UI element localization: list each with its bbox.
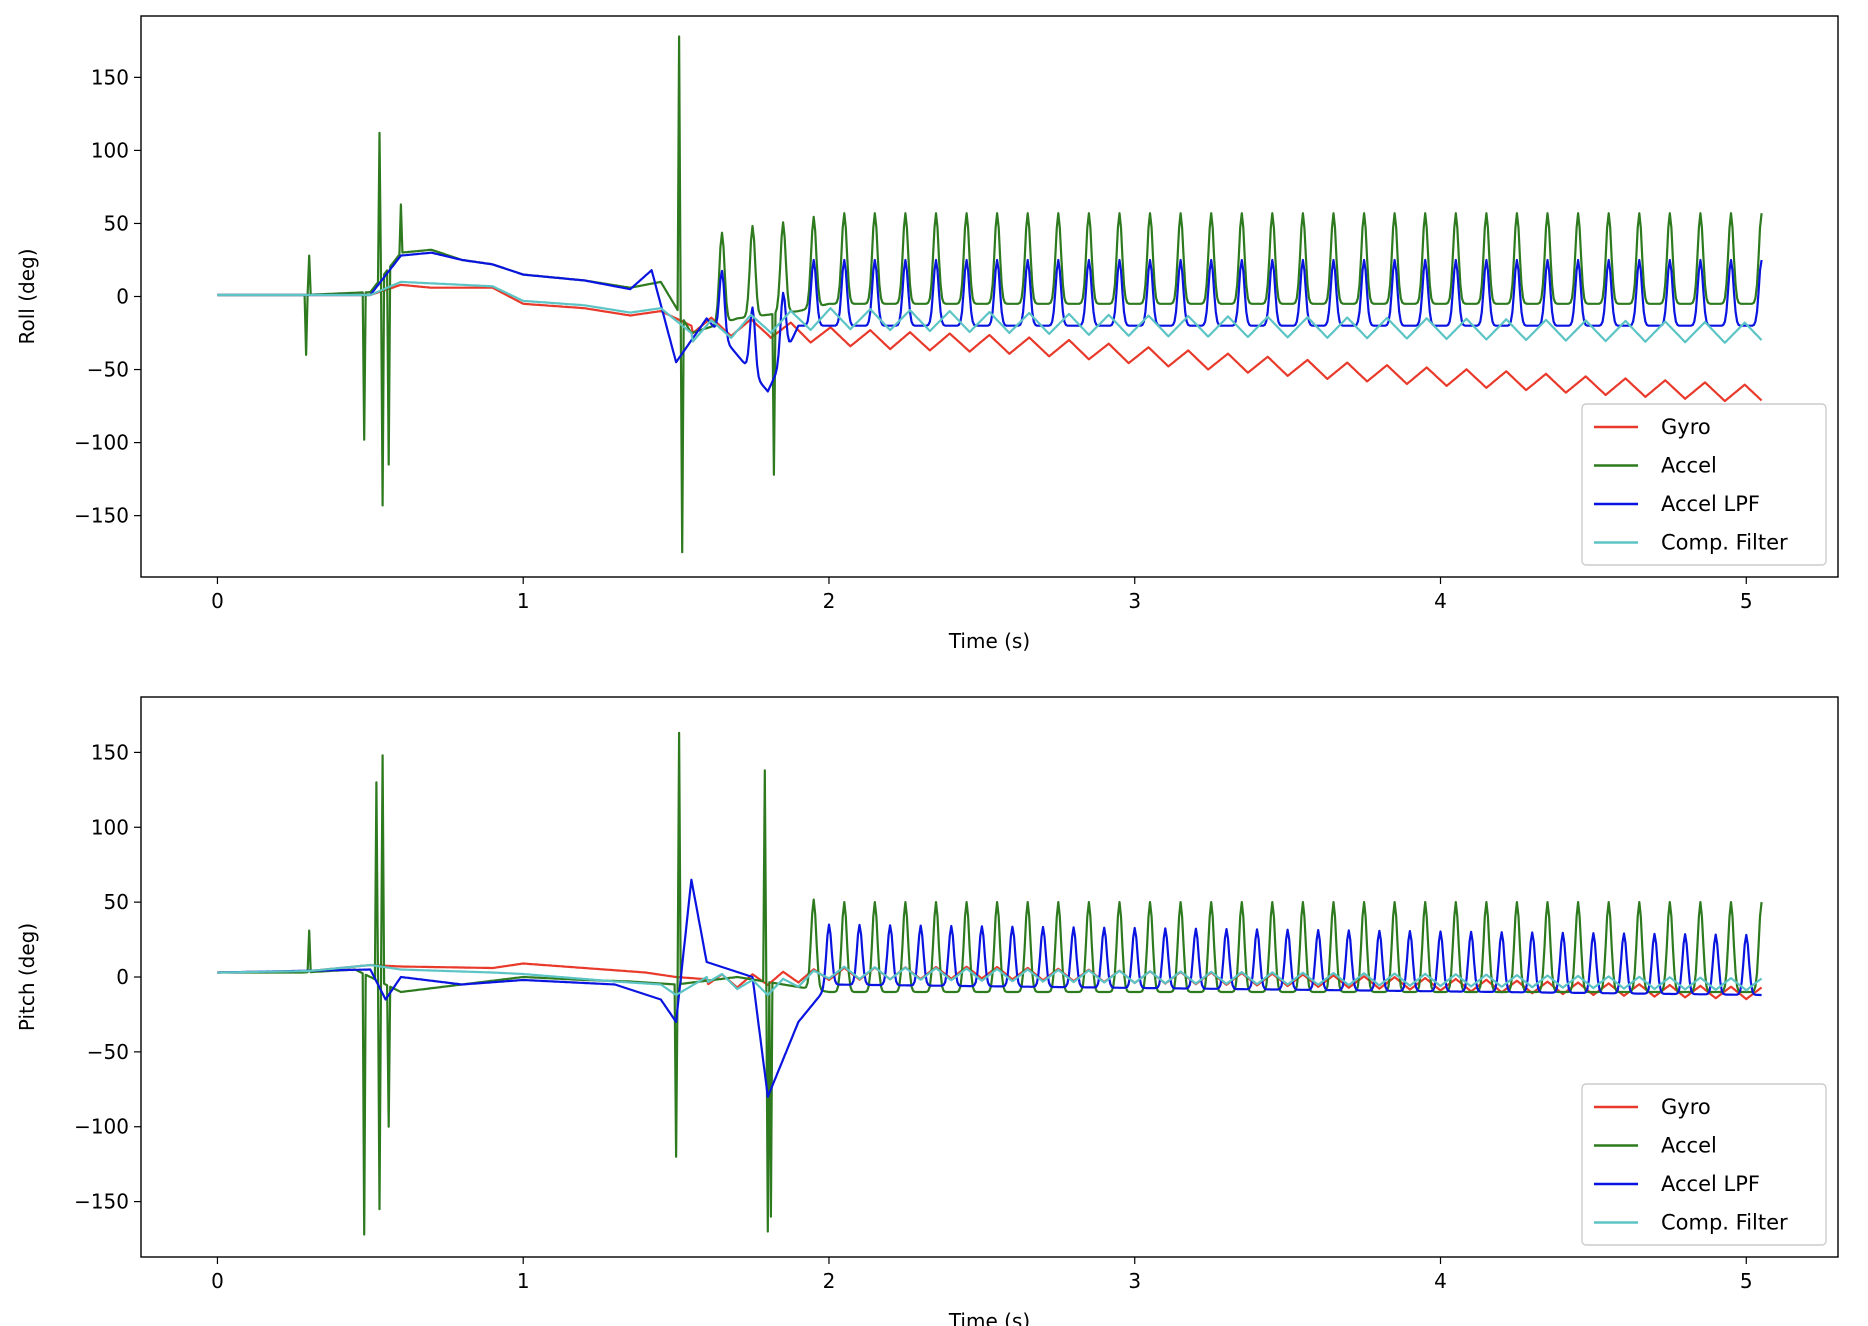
series-line-comp-filter: [217, 963, 1763, 997]
x-tick-label: 0: [211, 589, 224, 613]
x-tick-label: 3: [1128, 1269, 1141, 1293]
y-tick-label: 0: [116, 285, 129, 309]
legend: Gyro Accel Accel LPF Comp. Filter: [1581, 403, 1827, 566]
legend-label: Gyro: [1661, 1095, 1711, 1119]
series-line-accel: [217, 35, 1763, 554]
y-tick-label: 50: [104, 890, 129, 914]
legend-label: Accel LPF: [1661, 1172, 1760, 1196]
y-tick-label: 50: [104, 211, 129, 235]
x-axis-label: Time (s): [948, 629, 1030, 653]
series-lines: [217, 35, 1763, 554]
y-tick-label: 100: [91, 138, 129, 162]
legend: Gyro Accel Accel LPF Comp. Filter: [1581, 1083, 1827, 1246]
plot-panel-1: 0 1 2 3 4 5 −150 −100 −50 0 50 100 150 Time (s) Roll (…: [15, 15, 1839, 653]
y-axis-label: Roll (deg): [15, 248, 39, 344]
legend-box: [1581, 1083, 1827, 1246]
x-tick-label: 2: [823, 1269, 836, 1293]
legend-box: [1581, 403, 1827, 566]
y-tick-label: 100: [91, 815, 129, 839]
y-tick-label: 150: [91, 740, 129, 764]
y-tick-label: −100: [74, 431, 129, 455]
y-axis-label: Pitch (deg): [15, 923, 39, 1031]
y-tick-label: 0: [116, 965, 129, 989]
x-tick-label: 5: [1740, 1269, 1753, 1293]
series-line-gyro: [217, 962, 1763, 1001]
y-tick-label: −150: [74, 1190, 129, 1214]
series-line-accel-lpf: [217, 251, 1763, 393]
x-tick-label: 3: [1128, 589, 1141, 613]
series-line-comp-filter: [217, 280, 1763, 344]
legend-label: Comp. Filter: [1661, 1211, 1788, 1235]
y-tick-label: 150: [91, 65, 129, 89]
x-tick-label: 4: [1434, 1269, 1447, 1293]
x-tick-label: 5: [1740, 589, 1753, 613]
y-tick-label: −100: [74, 1115, 129, 1139]
series-line-gyro: [217, 283, 1763, 403]
legend-label: Accel: [1661, 1134, 1717, 1158]
y-tick-label: −50: [87, 1040, 129, 1064]
y-tick-label: −150: [74, 504, 129, 528]
x-tick-label: 2: [823, 589, 836, 613]
plot-panel-2: 0 1 2 3 4 5 −150 −100 −50 0 50 100 150 Time (s) Pitch …: [15, 696, 1839, 1326]
legend-label: Gyro: [1661, 415, 1711, 439]
x-tick-label: 4: [1434, 589, 1447, 613]
legend-label: Accel LPF: [1661, 492, 1760, 516]
legend-label: Comp. Filter: [1661, 531, 1788, 555]
x-tick-label: 1: [517, 589, 530, 613]
x-axis-label: Time (s): [948, 1309, 1030, 1326]
x-tick-label: 0: [211, 1269, 224, 1293]
legend-label: Accel: [1661, 454, 1717, 478]
series-line-accel-lpf: [217, 878, 1762, 1098]
y-tick-label: −50: [87, 358, 129, 382]
x-tick-label: 1: [517, 1269, 530, 1293]
series-lines: [217, 731, 1763, 1236]
